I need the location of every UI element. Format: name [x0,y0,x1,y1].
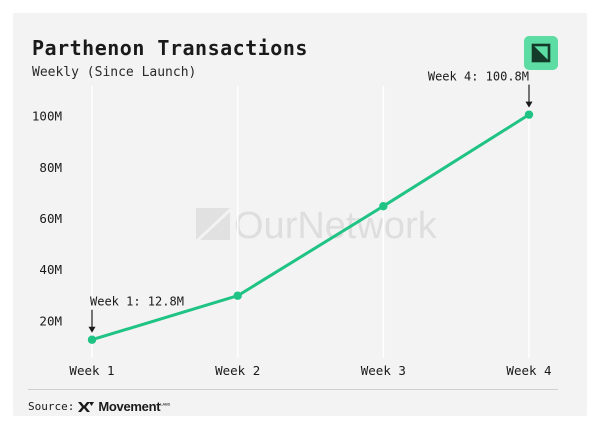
source-footer: Source: MovementLABS [28,399,170,414]
x-tick-label: Week 3 [361,363,406,378]
annotation-label: Week 4: 100.8M [428,70,529,84]
source-brand: MovementLABS [98,399,170,414]
annotation-arrowhead [525,101,533,108]
annotation-arrowhead [88,326,96,333]
x-tick-label: Week 2 [215,363,260,378]
y-tick-label: 80M [39,160,62,175]
series-line [90,113,531,342]
data-point [379,202,388,211]
x-tick-label: Week 1 [69,363,114,378]
chart-subtitle: Weekly (Since Launch) [32,65,197,80]
annotation-label: Week 1: 12.8M [90,295,184,309]
chart-title: Parthenon Transactions [32,36,308,60]
y-tick-label: 100M [32,109,62,124]
source-label: Source: [28,400,75,413]
ournetwork-logo-icon [524,36,558,70]
x-tick-label: Week 4 [506,363,551,378]
watermark: OurNetwork [196,205,438,247]
data-point [524,110,534,119]
y-tick-label: 20M [39,313,62,328]
footer-divider [28,389,558,390]
y-tick-label: 40M [39,262,62,277]
watermark-logo-icon [196,208,230,240]
data-point [87,335,97,344]
data-point [233,291,242,300]
movement-logo-icon [78,401,95,412]
y-tick-label: 60M [39,211,62,226]
watermark-text: OurNetwork [234,205,438,247]
chart-card [13,13,587,416]
